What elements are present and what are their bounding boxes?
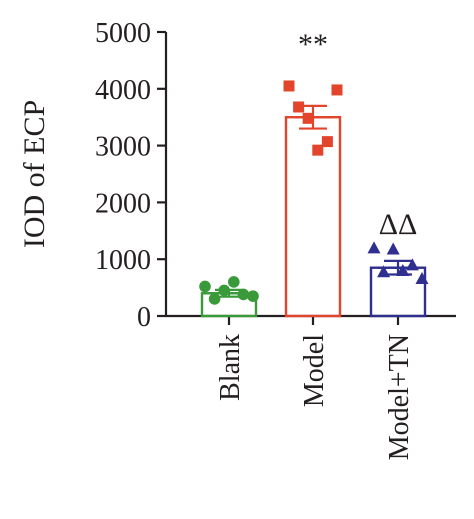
data-point: [331, 84, 343, 96]
data-point: [208, 293, 221, 305]
significance-label: ΔΔ: [379, 208, 418, 241]
labels: 0 1000 2000 3000 4000 5000 IOD of ECP Blank Mode…: [18, 18, 417, 460]
data-point: [247, 290, 259, 302]
y-axis-title: IOD of ECP: [18, 100, 51, 248]
data-point: [293, 101, 305, 113]
data-point: [367, 241, 381, 254]
x-tick-label: Blank: [215, 334, 246, 401]
y-tick-label: 3000: [95, 132, 151, 163]
data-point: [302, 112, 314, 124]
data-point: [312, 144, 324, 156]
x-tick-label: Model: [299, 334, 330, 407]
y-tick-label: 2000: [95, 188, 151, 219]
data-point: [405, 258, 419, 271]
data-point: [377, 265, 391, 278]
data-points: [199, 80, 429, 305]
x-tick-label: Model+TN: [384, 334, 415, 460]
y-tick-label: 4000: [95, 75, 151, 106]
data-point: [386, 242, 400, 255]
data-point: [396, 264, 410, 277]
y-tick-label: 5000: [95, 18, 151, 49]
axes: [157, 30, 456, 325]
data-point: [283, 80, 295, 92]
data-point: [415, 272, 429, 285]
data-point: [199, 280, 211, 293]
data-point: [237, 288, 250, 301]
data-point: [218, 284, 230, 297]
y-tick-label: 0: [137, 302, 151, 333]
data-point: [321, 136, 333, 148]
y-tick-label: 1000: [95, 245, 151, 276]
significance-label: **: [298, 28, 328, 61]
data-point: [228, 276, 240, 288]
